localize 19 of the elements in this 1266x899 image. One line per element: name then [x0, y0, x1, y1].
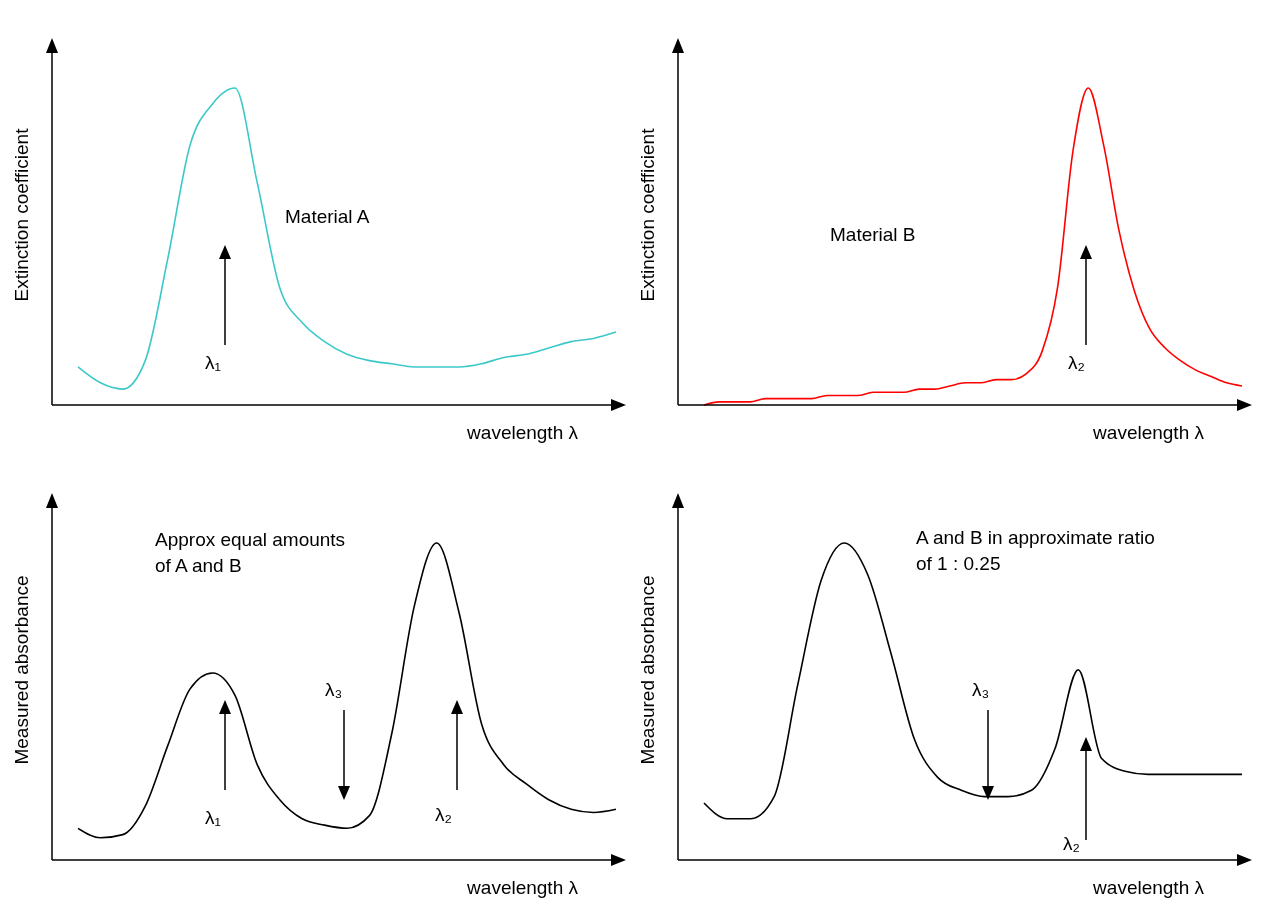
- annotation: λ₂: [1063, 832, 1081, 856]
- annotation: A and B in approximate ratio of 1 : 0.25: [916, 526, 1156, 576]
- x-axis-title: wavelength λ: [467, 877, 578, 899]
- annotation: Material A: [285, 205, 371, 229]
- y-axis-title: Measured absorbance: [11, 575, 33, 765]
- y-axis-title: Extinction coefficient: [11, 128, 33, 302]
- annotation: λ₁: [205, 351, 222, 375]
- x-axis-title: wavelength λ: [467, 422, 578, 444]
- x-axis-title: wavelength λ: [1093, 877, 1204, 899]
- annotation: λ₁: [205, 806, 222, 830]
- annotation: λ₂: [435, 803, 453, 827]
- annotation: λ₃: [325, 678, 344, 702]
- annotation: Material B: [830, 223, 917, 247]
- annotation: Approx equal amounts of A and B: [155, 528, 347, 578]
- x-axis-title: wavelength λ: [1093, 422, 1204, 444]
- y-axis-title: Measured absorbance: [637, 575, 659, 765]
- annotation: λ₃: [972, 678, 991, 702]
- y-axis-title: Extinction coefficient: [637, 128, 659, 302]
- annotation: λ₂: [1068, 351, 1086, 375]
